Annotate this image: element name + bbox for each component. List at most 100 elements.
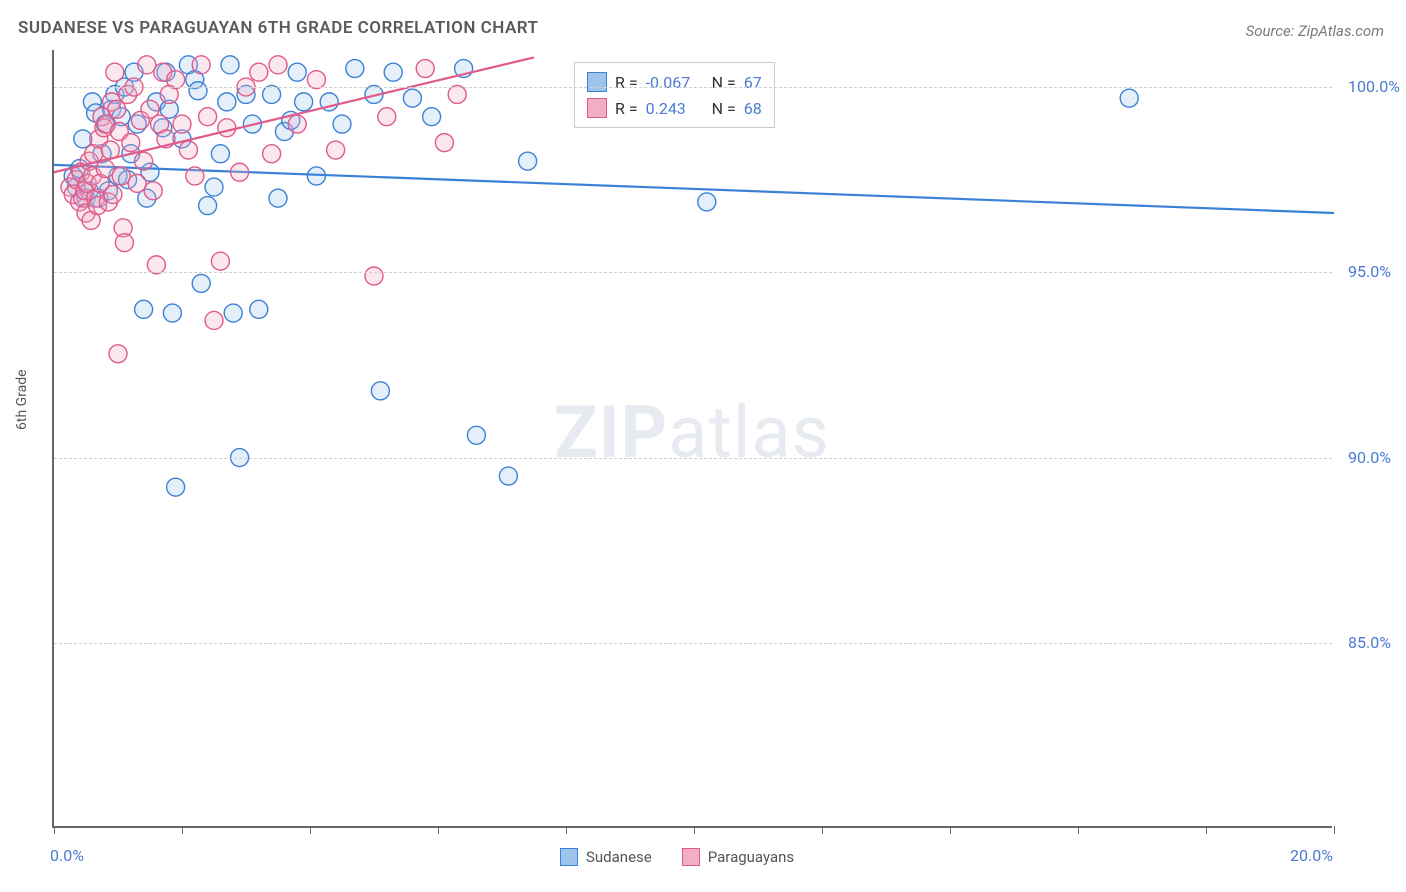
data-point [327,141,345,159]
data-point [199,197,217,215]
data-point [231,163,249,181]
data-point [365,267,383,285]
data-point [378,108,396,126]
data-point [205,178,223,196]
data-point [423,108,441,126]
data-point [218,119,236,137]
scatter-svg [54,50,1332,826]
y-tick-label: 100.0% [1348,77,1400,96]
data-point [167,71,185,89]
chart-title: SUDANESE VS PARAGUAYAN 6TH GRADE CORRELA… [18,18,539,38]
swatch-sudanese [587,72,607,92]
data-point [192,274,210,292]
data-point [144,182,162,200]
data-point [346,60,364,78]
data-point [147,256,165,274]
data-point [333,115,351,133]
n-value-sudanese: 67 [744,73,762,92]
data-point [211,145,229,163]
legend-label-paraguayans: Paraguayans [708,848,794,866]
gridline [54,458,1332,459]
data-point [135,152,153,170]
x-tick [182,826,183,834]
swatch-paraguayans-icon [682,848,700,866]
swatch-sudanese-icon [560,848,578,866]
r-value-sudanese: -0.067 [646,73,704,92]
x-tick-label: 0.0% [50,846,84,865]
x-tick [566,826,567,834]
data-point [250,63,268,81]
data-point [269,56,287,74]
swatch-paraguayans [587,98,607,118]
data-point [179,141,197,159]
data-point [307,71,325,89]
data-point [384,63,402,81]
series-legend: Sudanese Paraguayans [560,848,794,866]
data-point [163,304,181,322]
data-point [295,93,313,111]
r-value-paraguayans: 0.243 [646,99,704,118]
data-point [122,134,140,152]
data-point [221,56,239,74]
data-point [189,82,207,100]
data-point [698,193,716,211]
data-point [211,252,229,270]
data-point [250,300,268,318]
data-point [499,467,517,485]
x-tick [438,826,439,834]
data-point [138,56,156,74]
gridline [54,87,1332,88]
data-point [416,60,434,78]
x-tick-label: 20.0% [1290,846,1333,865]
n-label: N = [712,99,736,118]
data-point [135,300,153,318]
x-tick [822,826,823,834]
data-point [1120,89,1138,107]
gridline [54,643,1332,644]
gridline [54,272,1332,273]
x-tick [54,826,55,834]
data-point [263,145,281,163]
legend-item-paraguayans: Paraguayans [682,848,794,866]
data-point [288,63,306,81]
data-point [109,345,127,363]
y-tick-label: 85.0% [1348,633,1391,652]
legend-label-sudanese: Sudanese [586,848,652,866]
legend-row-paraguayans: R = 0.243 N = 68 [587,95,762,121]
data-point [467,426,485,444]
data-point [112,167,130,185]
n-value-paraguayans: 68 [744,99,762,118]
data-point [224,304,242,322]
data-point [205,311,223,329]
y-tick-label: 90.0% [1348,448,1391,467]
x-tick [310,826,311,834]
r-label: R = [615,99,638,118]
data-point [115,234,133,252]
x-tick [1206,826,1207,834]
legend-item-sudanese: Sudanese [560,848,652,866]
x-tick [1078,826,1079,834]
legend-row-sudanese: R = -0.067 N = 67 [587,69,762,95]
plot-area: ZIPatlas R = -0.067 N = 67 R = 0.243 N =… [52,50,1332,828]
data-point [288,115,306,133]
r-label: R = [615,73,638,92]
data-point [192,56,210,74]
correlation-legend: R = -0.067 N = 67 R = 0.243 N = 68 [574,62,775,128]
y-tick-label: 95.0% [1348,262,1391,281]
data-point [173,115,191,133]
data-point [263,85,281,103]
data-point [218,93,236,111]
data-point [199,108,217,126]
data-point [269,189,287,207]
x-tick [950,826,951,834]
x-tick [1334,826,1335,834]
data-point [104,185,122,203]
data-point [167,478,185,496]
n-label: N = [712,73,736,92]
data-point [519,152,537,170]
data-point [448,85,466,103]
data-point [106,63,124,81]
source-label: Source: ZipAtlas.com [1246,22,1384,40]
data-point [435,134,453,152]
x-tick [694,826,695,834]
